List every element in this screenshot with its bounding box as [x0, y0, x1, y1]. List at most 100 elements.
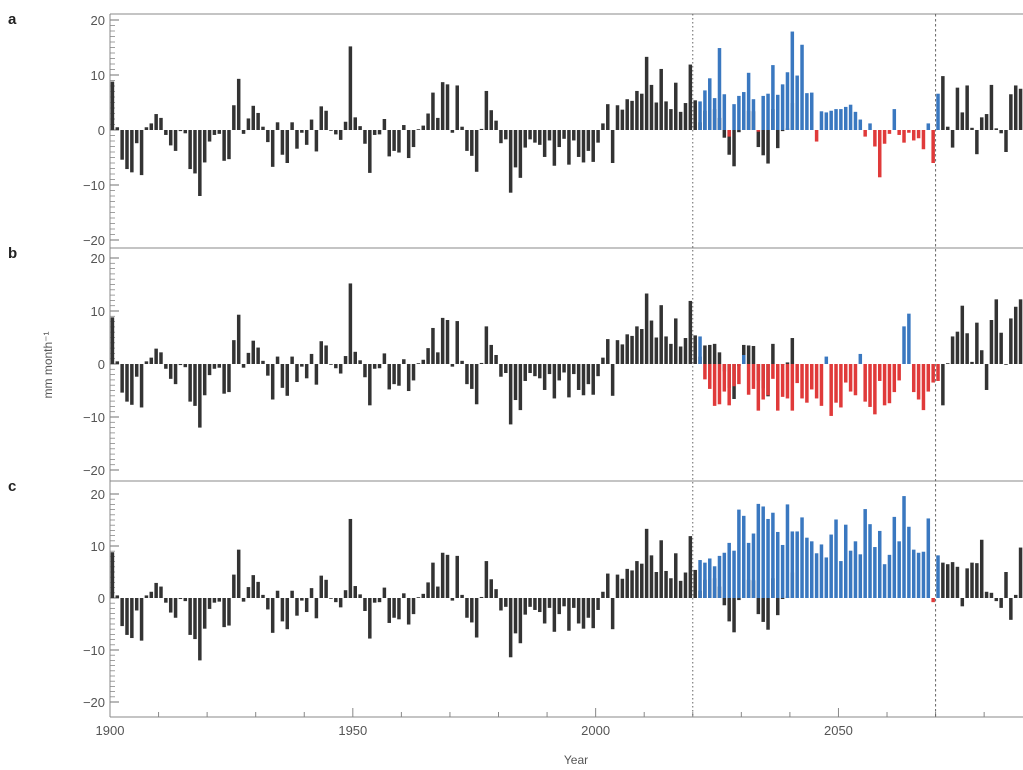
bar-observed	[703, 345, 707, 364]
bar-projection	[829, 534, 833, 598]
bar-observed	[440, 552, 445, 598]
bar-observed	[528, 130, 532, 140]
bar-observed	[387, 364, 391, 390]
bar-projection	[742, 92, 746, 130]
bar-observed	[300, 364, 304, 367]
bar-observed	[241, 598, 246, 602]
bar-observed	[780, 598, 785, 600]
bar-observed	[392, 598, 396, 618]
bar-projection	[771, 65, 775, 130]
bar-observed	[319, 341, 323, 364]
bar-observed	[688, 300, 693, 364]
bar-projection	[800, 364, 804, 399]
bar-observed	[251, 105, 256, 130]
bar-observed	[188, 598, 192, 635]
bar-observed	[246, 587, 251, 598]
bar-observed	[445, 554, 450, 598]
bar-observed	[440, 317, 445, 364]
bar-projection	[732, 104, 736, 130]
bar-projection	[839, 109, 843, 130]
bar-observed	[727, 598, 731, 622]
reference-lines	[692, 14, 937, 717]
bar-observed	[771, 343, 775, 364]
bar-observed	[785, 362, 790, 364]
bar-observed	[479, 362, 484, 364]
bar-observed	[431, 327, 435, 364]
bar-observed	[562, 598, 566, 607]
bar-observed	[513, 364, 518, 401]
bar-projection	[785, 504, 790, 598]
bar-observed	[134, 598, 139, 611]
bar-projection	[979, 117, 984, 130]
panel-letter: c	[8, 478, 16, 495]
bar-projection	[950, 562, 955, 598]
bar-observed	[586, 598, 591, 618]
bar-observed	[445, 320, 450, 364]
bar-projection	[858, 119, 863, 130]
bar-observed	[183, 130, 188, 134]
bar-projection	[790, 364, 795, 411]
bar-observed	[455, 555, 459, 598]
bar-observed	[606, 104, 610, 130]
bar-projection	[703, 364, 707, 380]
bar-observed	[275, 356, 280, 364]
chart-panels: a −20 −10 0 10 20 b −20 −10 0 10 20 c −20 −10 0 10 20	[8, 11, 1023, 717]
bar-observed	[178, 130, 183, 132]
bar-projection	[858, 353, 863, 364]
bar-observed	[542, 364, 547, 390]
bar-observed	[285, 364, 290, 396]
y-tick-label: 20	[91, 487, 105, 502]
bar-observed	[426, 113, 430, 130]
bar-projection	[873, 364, 877, 415]
bar-projection	[921, 551, 926, 598]
bar-projection	[1004, 130, 1008, 152]
bar-observed	[290, 356, 294, 364]
bar-projection	[756, 503, 761, 598]
bar-observed	[693, 100, 697, 130]
bar-observed	[436, 586, 440, 598]
bar-projection	[717, 48, 722, 130]
bar-observed	[494, 354, 498, 364]
bar-projection	[776, 531, 780, 598]
bar-observed	[591, 130, 595, 162]
bar-observed	[460, 360, 464, 364]
bar-projection	[829, 110, 833, 130]
bar-projection	[785, 72, 790, 130]
bar-observed	[635, 90, 639, 130]
bar-observed	[761, 130, 765, 156]
bar-observed	[168, 364, 173, 379]
bar-observed	[348, 283, 353, 364]
bar-projection	[805, 537, 809, 598]
bar-projection	[936, 555, 940, 598]
bar-observed	[746, 345, 751, 364]
bar-projection	[703, 90, 707, 130]
bar-observed	[115, 127, 120, 130]
bar-projection	[970, 127, 974, 130]
bar-observed	[168, 598, 173, 613]
bar-observed	[411, 364, 416, 381]
bar-observed	[256, 112, 260, 130]
bar-projection	[761, 364, 765, 400]
bar-observed	[489, 579, 493, 598]
bar-projection	[848, 104, 853, 130]
bar-projection	[737, 509, 741, 598]
bar-projection	[819, 111, 824, 130]
panel-b: b −20 −10 0 10 20	[8, 245, 1023, 481]
bar-observed	[538, 364, 542, 379]
bar-projection	[916, 552, 921, 598]
bar-projection	[858, 554, 863, 598]
bar-observed	[372, 364, 377, 369]
bar-projection	[941, 562, 945, 598]
bar-observed	[353, 351, 357, 364]
bar-projection	[751, 99, 756, 130]
bar-projection	[955, 566, 960, 598]
bar-projection	[892, 109, 897, 130]
bar-observed	[285, 598, 290, 630]
bar-observed	[164, 598, 168, 603]
bar-observed	[610, 130, 615, 163]
bar-projection	[698, 101, 702, 130]
bar-projection	[708, 558, 712, 598]
bar-observed	[338, 364, 343, 374]
bar-observed	[601, 123, 605, 130]
bar-projection	[863, 364, 867, 402]
